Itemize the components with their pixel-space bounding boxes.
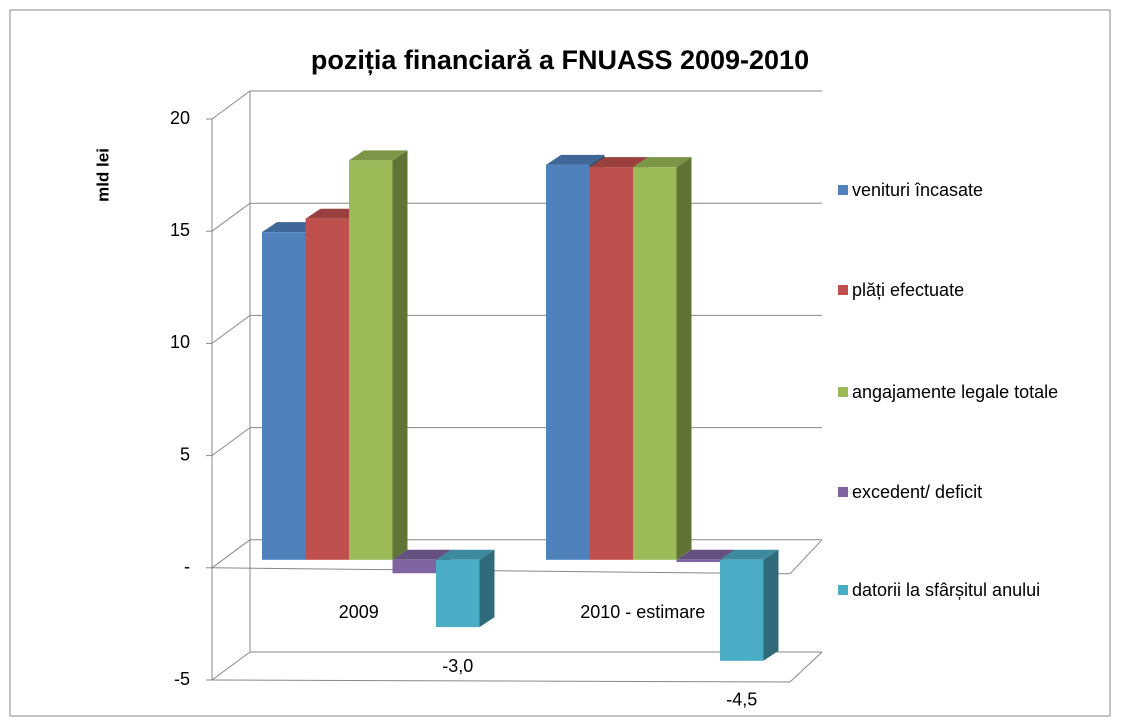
grid-line <box>211 651 822 681</box>
legend-swatch <box>838 285 848 295</box>
y-tick-label: -5 <box>174 669 190 689</box>
bar-face <box>436 559 480 628</box>
bar <box>349 150 408 560</box>
value-label: -3,0 <box>442 656 473 676</box>
bar-side <box>392 150 408 560</box>
bar-face <box>262 232 306 560</box>
legend-label: excedent/ deficit <box>852 482 983 502</box>
bar-side <box>479 549 495 628</box>
y-tick-label: 15 <box>170 220 190 240</box>
bar-top <box>436 549 495 560</box>
legend-label: datorii la sfârșitul anului <box>852 580 1041 600</box>
bar-face <box>589 167 633 560</box>
legend-label: plăți efectuate <box>852 280 965 300</box>
legend-swatch <box>838 387 848 397</box>
legend-label: venituri încasate <box>852 180 984 200</box>
legend-label: angajamente legale totale <box>852 382 1059 402</box>
floor-edge <box>211 567 791 575</box>
y-tick-label: 20 <box>170 108 190 128</box>
y-tick-label: 10 <box>170 332 190 352</box>
floor-edge <box>789 651 823 683</box>
y-tick-label: - <box>184 557 190 577</box>
bar-face <box>633 167 677 560</box>
bar-top <box>589 157 648 168</box>
legend-swatch <box>838 487 848 497</box>
chart-title: poziția financiară a FNUASS 2009-2010 <box>311 45 809 75</box>
bar-top <box>633 157 692 168</box>
bar <box>436 549 495 628</box>
legend-swatch <box>838 185 848 195</box>
bar-top <box>676 549 735 560</box>
bar-top <box>720 549 779 560</box>
y-tick-label: 5 <box>180 444 190 464</box>
floor-edge <box>789 539 823 575</box>
floor-edge <box>211 679 791 683</box>
bar-face <box>392 559 436 574</box>
x-tick-label: 2010 - estimare <box>580 602 705 622</box>
bar <box>633 157 692 560</box>
value-label: -4,5 <box>726 690 757 710</box>
bar <box>720 549 779 661</box>
bar-top <box>546 154 605 165</box>
bar-face <box>676 559 720 563</box>
bar-face <box>349 160 393 560</box>
grid-line <box>211 90 822 120</box>
bar-top <box>349 150 408 161</box>
bar-side <box>763 549 779 661</box>
bar-face <box>546 164 590 560</box>
bar-face <box>720 559 764 661</box>
bar-face <box>305 218 349 560</box>
x-tick-label: 2009 <box>339 602 379 622</box>
y-axis-label: mld lei <box>93 148 112 202</box>
bar-side <box>676 157 692 560</box>
legend-swatch <box>838 585 848 595</box>
bar-top <box>392 549 451 560</box>
